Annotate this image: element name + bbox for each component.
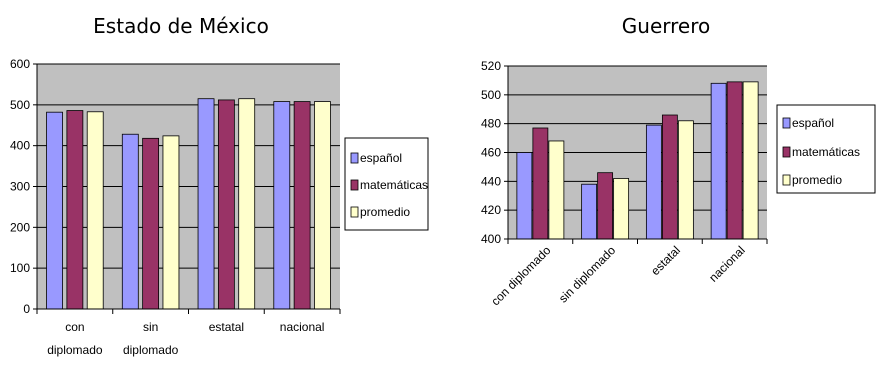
x-tick-label: estatal bbox=[648, 243, 683, 278]
x-tick-label: estatal bbox=[209, 320, 244, 334]
bar-espanol bbox=[46, 111, 63, 310]
bar-promedio bbox=[162, 135, 180, 310]
legend-swatch bbox=[350, 152, 359, 164]
bar-espanol bbox=[581, 183, 598, 240]
y-tick-label: 300 bbox=[10, 180, 30, 194]
bar-espanol bbox=[121, 133, 139, 310]
chart-estado-de-mexico: Estado de México 0 100 200 300 400 500 600 con di… bbox=[0, 0, 440, 364]
x-tick-label: sin diplomado bbox=[556, 243, 618, 305]
bar-matematicas bbox=[661, 114, 678, 240]
bar-matematicas bbox=[726, 81, 743, 240]
y-tick-label: 440 bbox=[481, 174, 501, 188]
y-tick-label: 400 bbox=[10, 139, 30, 153]
chart-guerrero: Guerrero 400 420 440 460 480 500 520 con diploma… bbox=[440, 0, 885, 364]
legend-label: español bbox=[792, 116, 834, 130]
legend-label: español bbox=[360, 151, 402, 165]
y-tick-label: 200 bbox=[10, 220, 30, 234]
bar-promedio bbox=[613, 178, 630, 240]
legend-label: matemáticas bbox=[792, 145, 860, 159]
bar-matematicas bbox=[532, 127, 549, 240]
legend-swatch bbox=[350, 206, 359, 218]
bar-promedio bbox=[314, 101, 331, 310]
y-tick-label: 420 bbox=[481, 203, 501, 217]
y-tick-label: 400 bbox=[481, 232, 501, 246]
bar-matematicas bbox=[217, 99, 235, 310]
legend-swatch bbox=[782, 174, 791, 186]
legend-swatch bbox=[782, 117, 791, 129]
chart-title: Guerrero bbox=[622, 14, 710, 38]
bar-matematicas bbox=[142, 137, 160, 310]
x-tick-label: nacional bbox=[706, 243, 748, 285]
x-tick-label: sin diplomado bbox=[123, 320, 179, 357]
x-tick-label: con diplomado bbox=[488, 243, 553, 308]
bar-matematicas bbox=[293, 101, 311, 310]
y-tick-label: 100 bbox=[10, 261, 30, 275]
bar-espanol bbox=[273, 101, 291, 310]
bar-espanol bbox=[710, 82, 727, 240]
y-tick-label: 600 bbox=[10, 57, 30, 71]
y-tick-label: 0 bbox=[23, 302, 30, 316]
chart-svg: Estado de México 0 100 200 300 400 500 600 con di… bbox=[10, 14, 429, 357]
legend-label: promedio bbox=[360, 205, 410, 219]
legend-swatch bbox=[350, 179, 359, 191]
legend-label: matemáticas bbox=[360, 178, 428, 192]
legend-label: promedio bbox=[792, 173, 842, 187]
chart-svg: Guerrero 400 420 440 460 480 500 520 con diploma… bbox=[481, 14, 876, 308]
bar-promedio bbox=[677, 120, 694, 240]
bar-espanol bbox=[516, 152, 533, 240]
legend bbox=[344, 137, 429, 231]
chart-title: Estado de México bbox=[93, 14, 269, 38]
bar-matematicas bbox=[66, 110, 84, 310]
bar-promedio bbox=[742, 81, 759, 240]
bar-matematicas bbox=[597, 172, 614, 240]
y-tick-label: 500 bbox=[481, 88, 501, 102]
bar-promedio bbox=[86, 111, 104, 310]
y-tick-label: 500 bbox=[10, 98, 30, 112]
x-tick-label: con diplomado bbox=[47, 320, 103, 357]
bar-promedio bbox=[238, 98, 256, 310]
y-tick-label: 520 bbox=[481, 59, 501, 73]
legend bbox=[776, 104, 876, 194]
legend-swatch bbox=[782, 146, 791, 158]
bar-promedio bbox=[548, 140, 565, 240]
y-tick-label: 480 bbox=[481, 117, 501, 131]
y-tick-label: 460 bbox=[481, 146, 501, 160]
bar-espanol bbox=[197, 98, 215, 310]
bar-espanol bbox=[645, 124, 662, 240]
x-tick-label: nacional bbox=[280, 320, 325, 334]
